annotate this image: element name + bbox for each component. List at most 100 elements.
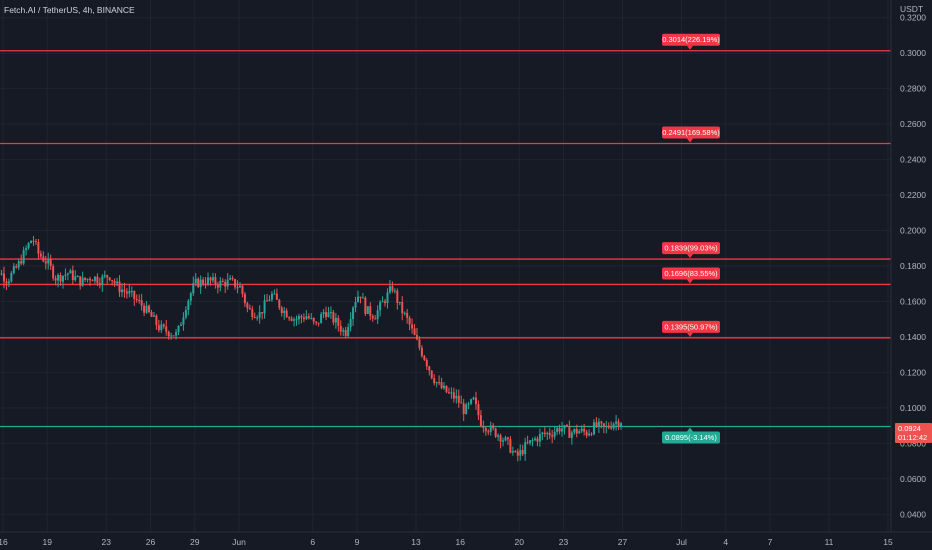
candle-body — [467, 403, 470, 405]
candle-body — [49, 259, 52, 267]
candle-body — [12, 266, 15, 273]
candle-body — [209, 277, 212, 281]
candle-body — [337, 317, 340, 327]
candle-body — [423, 356, 426, 360]
candle-body — [612, 423, 615, 429]
candle-body — [266, 300, 269, 302]
candle-body — [187, 300, 190, 311]
candle-body — [511, 451, 514, 453]
candle-body — [148, 305, 151, 312]
candle-body — [0, 273, 3, 275]
candle-body — [312, 317, 315, 322]
candle-body — [583, 428, 586, 432]
candle-body — [143, 305, 146, 313]
candle-body — [179, 324, 182, 326]
candle-body — [529, 440, 532, 444]
candle-body — [597, 421, 600, 427]
horizontal-levels[interactable] — [0, 50, 891, 428]
candle-body — [470, 399, 473, 404]
candle-body — [590, 433, 593, 435]
candle-body — [371, 315, 374, 319]
candle-body — [243, 293, 246, 304]
candle-body — [356, 296, 359, 303]
candle-body — [573, 428, 576, 433]
time-axis[interactable]: 16 19 23 26 29 Jun 6 9 13 16 20 23 27 Jul 4 7 11 15 — [0, 537, 893, 547]
candle-body — [44, 261, 47, 264]
candle-body — [325, 312, 328, 318]
candle-body — [155, 315, 158, 326]
candle-body — [384, 301, 387, 304]
level-label-pointer — [687, 45, 693, 50]
candle-body — [64, 274, 67, 276]
candle-body — [285, 310, 288, 318]
y-tick-label: 0.0400 — [900, 509, 926, 519]
candle-body — [477, 404, 480, 416]
chart-title: Fetch.AI / TetherUS, 4h, BINANCE — [4, 5, 135, 15]
candle-body — [521, 449, 524, 455]
candle-body — [548, 432, 551, 436]
candle-body — [32, 240, 35, 242]
x-tick-label: 19 — [43, 537, 53, 547]
candle-body — [39, 253, 42, 257]
level-label-bg — [662, 267, 720, 280]
candle-body — [302, 317, 305, 320]
candle-body — [393, 290, 396, 292]
x-tick-label: 4 — [723, 537, 728, 547]
candle-body — [54, 278, 57, 281]
candle-body — [145, 305, 148, 313]
candle-body — [428, 366, 431, 371]
candle-body — [347, 327, 350, 336]
y-tick-label: 0.1400 — [900, 332, 926, 342]
candle-body — [214, 277, 217, 285]
candle-body — [602, 423, 605, 427]
y-tick-label: 0.3000 — [900, 48, 926, 58]
candle-body — [273, 293, 276, 295]
candle-body — [615, 421, 618, 424]
candle-body — [440, 382, 443, 389]
level-labels: 0.3014(226.19%) 0.2491(169.58%) 0.1839(99.… — [662, 33, 720, 444]
candle-body — [398, 301, 401, 303]
candle-body — [22, 250, 25, 264]
candle-body — [25, 248, 28, 251]
price-axis[interactable]: 0.3200 0.3000 0.2800 0.2600 0.2400 0.2200 0.20… — [900, 13, 926, 520]
candle-body — [133, 290, 136, 299]
y-tick-label: 0.2600 — [900, 119, 926, 129]
candle-body — [34, 241, 37, 243]
y-tick-label: 0.2400 — [900, 155, 926, 165]
candle-body — [84, 277, 87, 280]
level-label-bg — [662, 126, 720, 139]
candle-body — [221, 280, 224, 282]
candle-body — [288, 317, 291, 319]
candle-body — [248, 308, 251, 310]
candle-body — [595, 422, 598, 427]
candle-body — [113, 281, 116, 284]
candle-body — [543, 432, 546, 435]
candle-body — [93, 276, 96, 281]
candle-body — [79, 276, 82, 286]
candle-body — [411, 324, 414, 329]
candle-body — [538, 434, 541, 442]
candle-body — [275, 293, 278, 300]
candle-body — [263, 300, 266, 314]
x-tick-label: 20 — [515, 537, 525, 547]
candle-body — [509, 439, 512, 453]
x-tick-label: 16 — [456, 537, 466, 547]
candle-body — [96, 276, 99, 284]
candle-body — [253, 316, 256, 318]
candle-body — [494, 428, 497, 437]
candle-body — [182, 317, 185, 325]
candle-body — [430, 370, 433, 379]
x-tick-label: 23 — [559, 537, 569, 547]
candle-body — [202, 279, 205, 284]
candle-body — [551, 435, 554, 437]
x-tick-label: 16 — [0, 537, 8, 547]
candle-body — [278, 299, 281, 308]
candle-body — [120, 289, 123, 293]
candle-body — [455, 395, 458, 399]
candle-body — [150, 311, 153, 317]
candle-body — [588, 433, 591, 436]
candle-body — [575, 428, 578, 434]
y-tick-label: 0.2000 — [900, 226, 926, 236]
